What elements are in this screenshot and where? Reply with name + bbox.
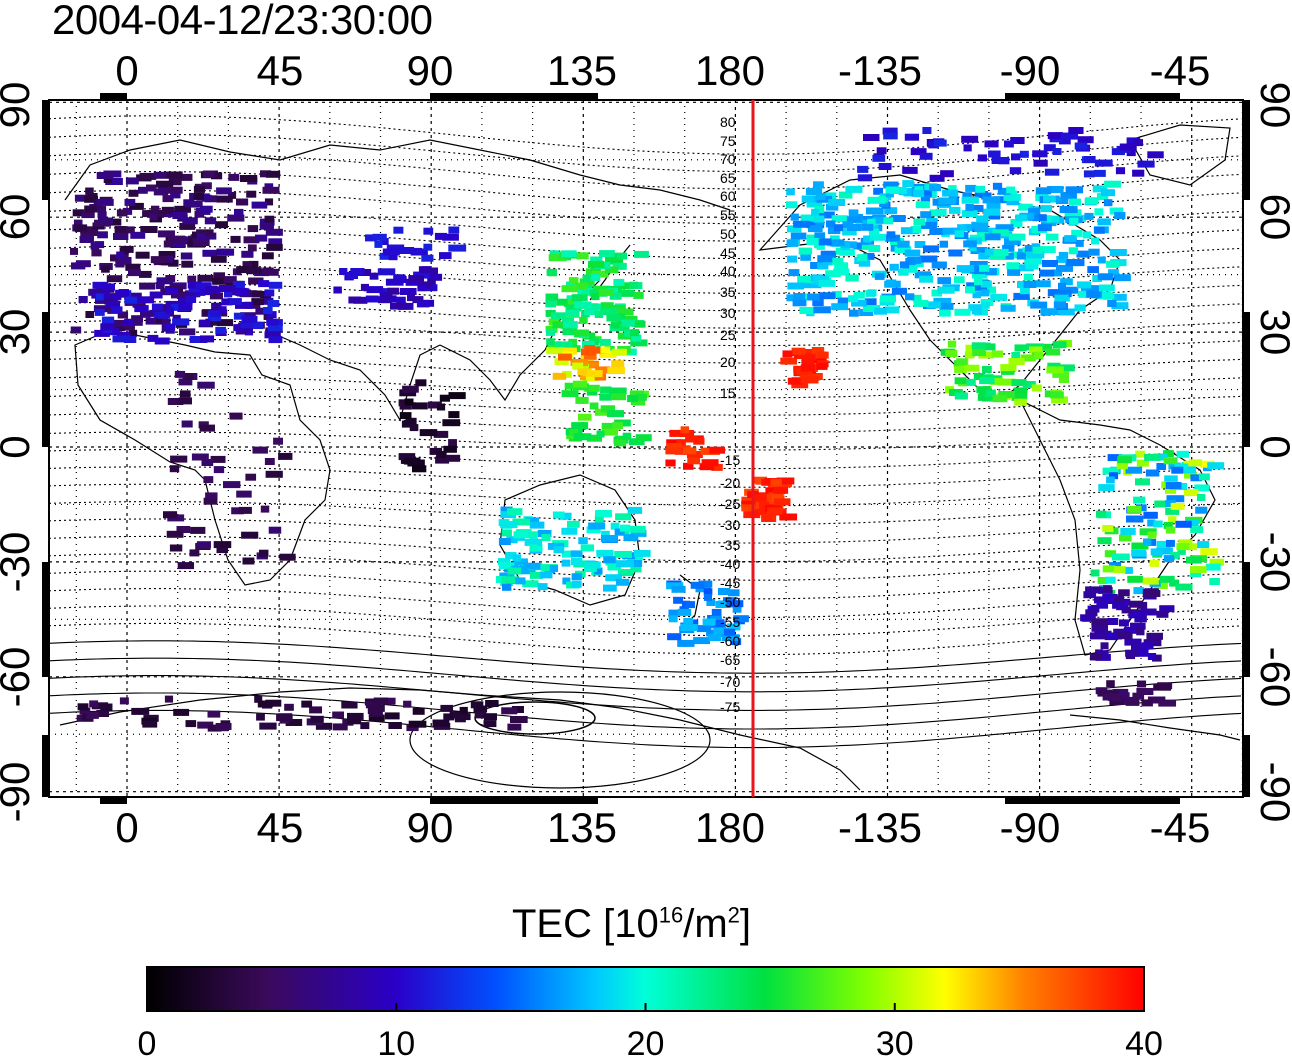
lon-tick-label: -135 bbox=[838, 47, 922, 94]
timestamp-title: 2004-04-12/23:30:00 bbox=[52, 0, 433, 43]
contour-label: 40 bbox=[720, 263, 736, 279]
contour-labels: 80 75 70 65 60 55 50 45 40 35 30 25 20 15 -15 -20 -25 -30… bbox=[720, 114, 740, 715]
lon-tick-label: 180 bbox=[695, 804, 765, 851]
contour-label: 25 bbox=[720, 327, 736, 343]
frame-tick-bars bbox=[42, 93, 1250, 804]
contour-label: -35 bbox=[720, 537, 740, 553]
colorbar-ticks: 0 10 20 30 40 bbox=[138, 1003, 1163, 1057]
lat-tick-label: -60 bbox=[0, 647, 38, 708]
contour-label: -60 bbox=[720, 633, 740, 649]
lon-tick-label: 0 bbox=[115, 47, 138, 94]
contour-label: 50 bbox=[720, 226, 736, 242]
contour-label: -45 bbox=[720, 575, 740, 591]
lat-tick-label: -30 bbox=[1252, 532, 1292, 593]
lat-tick-label: 0 bbox=[0, 435, 38, 458]
colorbar-label: TEC [1016/m2] bbox=[512, 902, 752, 946]
lat-tick-label: 60 bbox=[1252, 194, 1292, 241]
lat-tick-label: -30 bbox=[0, 532, 38, 593]
contour-label: -30 bbox=[720, 517, 740, 533]
lon-tick-label: 180 bbox=[695, 47, 765, 94]
contour-label: -15 bbox=[720, 452, 740, 468]
contour-label: 80 bbox=[720, 114, 736, 130]
lon-tick-label: 0 bbox=[115, 804, 138, 851]
lon-tick-label: -45 bbox=[1150, 47, 1211, 94]
colorbar-tick-label: 30 bbox=[876, 1025, 914, 1057]
contour-label: 45 bbox=[720, 245, 736, 261]
contour-label: 65 bbox=[720, 170, 736, 186]
lat-tick-label: 30 bbox=[0, 309, 38, 356]
contour-label: 20 bbox=[720, 354, 736, 370]
lat-tick-label: -90 bbox=[0, 762, 38, 823]
lon-tick-label: -135 bbox=[838, 804, 922, 851]
top-longitude-ticks: 0 45 90 135 180 -135 -90 -45 bbox=[115, 47, 1210, 94]
contour-label: -65 bbox=[720, 652, 740, 668]
contour-label: 15 bbox=[720, 385, 736, 401]
right-latitude-ticks: 90 60 30 0 -30 -60 -90 bbox=[1252, 82, 1292, 823]
contour-label: -20 bbox=[720, 475, 740, 491]
colorbar-tick-label: 0 bbox=[138, 1025, 157, 1057]
lon-tick-label: -45 bbox=[1150, 804, 1211, 851]
lat-tick-label: 0 bbox=[1252, 435, 1292, 458]
contour-label: -50 bbox=[720, 594, 740, 610]
lon-tick-label: -90 bbox=[1000, 804, 1061, 851]
lat-tick-label: 30 bbox=[1252, 309, 1292, 356]
lon-tick-label: -90 bbox=[1000, 47, 1061, 94]
contour-label: 30 bbox=[720, 305, 736, 321]
lat-tick-label: 90 bbox=[1252, 82, 1292, 129]
contour-label: 35 bbox=[720, 284, 736, 300]
colorbar-tick-label: 20 bbox=[627, 1025, 665, 1057]
tec-measurements bbox=[70, 127, 1225, 732]
colorbar-tick-label: 10 bbox=[377, 1025, 415, 1057]
contour-label: -55 bbox=[720, 614, 740, 630]
lon-tick-label: 90 bbox=[407, 47, 454, 94]
lon-tick-label: 45 bbox=[257, 47, 304, 94]
lon-tick-label: 45 bbox=[257, 804, 304, 851]
bottom-longitude-ticks: 0 45 90 135 180 -135 -90 -45 bbox=[115, 804, 1210, 851]
lat-tick-label: 90 bbox=[0, 82, 38, 129]
contour-label: 75 bbox=[720, 133, 736, 149]
contour-label: 60 bbox=[720, 188, 736, 204]
contour-label: -40 bbox=[720, 556, 740, 572]
contour-label: -25 bbox=[720, 496, 740, 512]
lat-tick-label: -60 bbox=[1252, 647, 1292, 708]
left-latitude-ticks: 90 60 30 0 -30 -60 -90 bbox=[0, 82, 38, 823]
lon-tick-label: 135 bbox=[547, 47, 617, 94]
contour-label: -70 bbox=[720, 674, 740, 690]
lat-tick-label: -90 bbox=[1252, 762, 1292, 823]
contour-label: 55 bbox=[720, 207, 736, 223]
colorbar-tick-label: 40 bbox=[1125, 1025, 1163, 1057]
lat-tick-label: 60 bbox=[0, 194, 38, 241]
contour-label: 70 bbox=[720, 151, 736, 167]
contour-label: -75 bbox=[720, 699, 740, 715]
lon-tick-label: 90 bbox=[407, 804, 454, 851]
lon-tick-label: 135 bbox=[547, 804, 617, 851]
